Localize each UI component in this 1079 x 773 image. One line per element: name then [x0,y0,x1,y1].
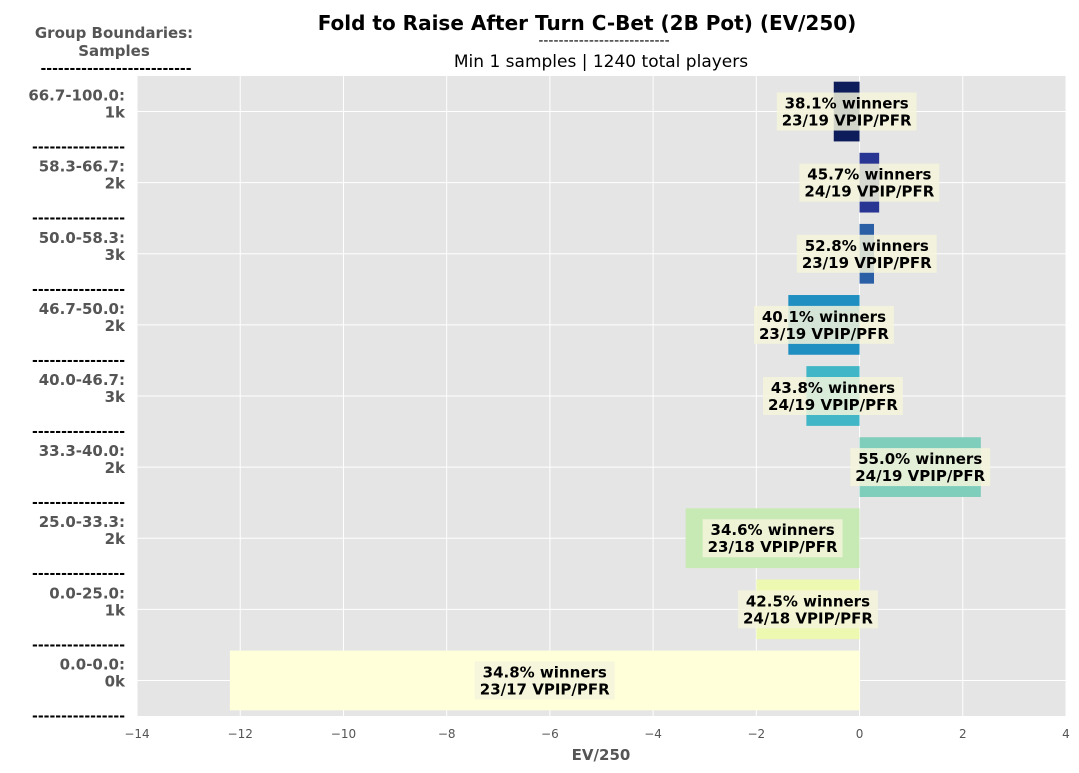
y-tick-range: 25.0-33.3: [39,513,125,531]
x-tick-label: 2 [959,727,967,741]
bar-label-box [763,377,903,415]
y-tick-range: 0.0-25.0: [49,584,125,602]
y-tick-separator: ---------------- [32,708,125,724]
bar-label-vpip: 24/19 VPIP/PFR [804,183,934,201]
y-tick-samples: 1k [105,601,126,619]
bar-label-winners: 45.7% winners [807,166,931,184]
y-tick-range: 46.7-50.0: [39,300,125,318]
title-underline: -------------------------- [538,33,669,49]
y-tick-separator: ---------------- [32,495,125,511]
y-tick-range: 0.0-0.0: [60,655,125,673]
x-tick-labels: −14 −12 −10 −8 −6 −4 −2 0 2 4 [124,727,1069,741]
y-tick-range: 58.3-66.7: [39,158,125,176]
y-tick-range: 50.0-58.3: [39,229,125,247]
bar-label-vpip: 23/18 VPIP/PFR [708,538,838,556]
bar-label-box [753,305,894,344]
bar-label-winners: 40.1% winners [762,308,886,326]
bar-label-box [702,519,843,558]
x-tick-label: 4 [1062,727,1070,741]
bar-label-vpip: 23/19 VPIP/PFR [802,254,932,272]
bar-label-box [796,234,937,273]
x-tick-label: −8 [438,727,456,741]
y-tick-range: 33.3-40.0: [39,442,125,460]
bar-label-box [737,590,878,629]
bar-label-winners: 43.8% winners [771,379,895,397]
group-header-separator: -------------------------- [40,61,191,77]
y-tick-samples: 2k [105,459,126,477]
y-tick-range: 40.0-46.7: [39,371,125,389]
x-tick-label: −2 [747,727,765,741]
bar-label-vpip: 24/19 VPIP/PFR [768,396,898,414]
y-tick-samples: 3k [105,246,126,264]
bar-label-vpip: 23/19 VPIP/PFR [782,112,912,130]
y-tick-separator: ---------------- [32,140,125,156]
x-tick-label: −6 [541,727,559,741]
bar-label-vpip: 23/17 VPIP/PFR [480,680,610,698]
group-header-line2: Samples [78,42,150,60]
y-tick-samples: 2k [105,530,126,548]
bar-label-vpip: 24/19 VPIP/PFR [855,467,985,485]
x-tick-label: −10 [331,727,356,741]
bar-label-winners: 38.1% winners [785,95,909,113]
y-tick-separator: ---------------- [32,211,125,227]
bar-label-box [799,163,940,202]
bar-label-winners: 34.6% winners [711,521,835,539]
chart-subtitle: Min 1 samples | 1240 total players [454,52,748,72]
bar-label-vpip: 24/18 VPIP/PFR [743,609,873,627]
y-tick-separator: ---------------- [32,637,125,653]
bar-label-winners: 42.5% winners [746,592,870,610]
y-tick-separator: ---------------- [32,282,125,298]
x-tick-label: −4 [644,727,662,741]
y-tick-separator: ---------------- [32,566,125,582]
group-header-line1: Group Boundaries: [35,24,193,42]
y-tick-samples: 2k [105,317,126,335]
y-tick-range: 66.7-100.0: [28,87,125,105]
y-tick-separator: ---------------- [32,353,125,369]
x-axis-label: EV/250 [572,746,631,764]
bar-label-box [776,92,917,131]
bar-label-box [474,661,615,700]
y-tick-separator: ---------------- [32,424,125,440]
chart-title: Fold to Raise After Turn C-Bet (2B Pot) … [318,11,857,35]
x-tick-label: −12 [228,727,253,741]
x-tick-label: 0 [856,727,864,741]
bar-label-winners: 52.8% winners [805,237,929,255]
y-tick-samples: 3k [105,388,126,406]
bar-label-box [850,448,991,487]
y-tick-samples: 2k [105,175,126,193]
y-tick-samples: 0k [105,672,126,690]
y-tick-samples: 1k [105,104,126,122]
bar-label-winners: 34.8% winners [483,663,607,681]
y-tick-labels: 66.7-100.0:1k----------------58.3-66.7:2… [28,87,126,725]
x-tick-label: −14 [124,727,149,741]
bar-label-vpip: 23/19 VPIP/PFR [759,325,889,343]
bar-label-winners: 55.0% winners [858,450,982,468]
